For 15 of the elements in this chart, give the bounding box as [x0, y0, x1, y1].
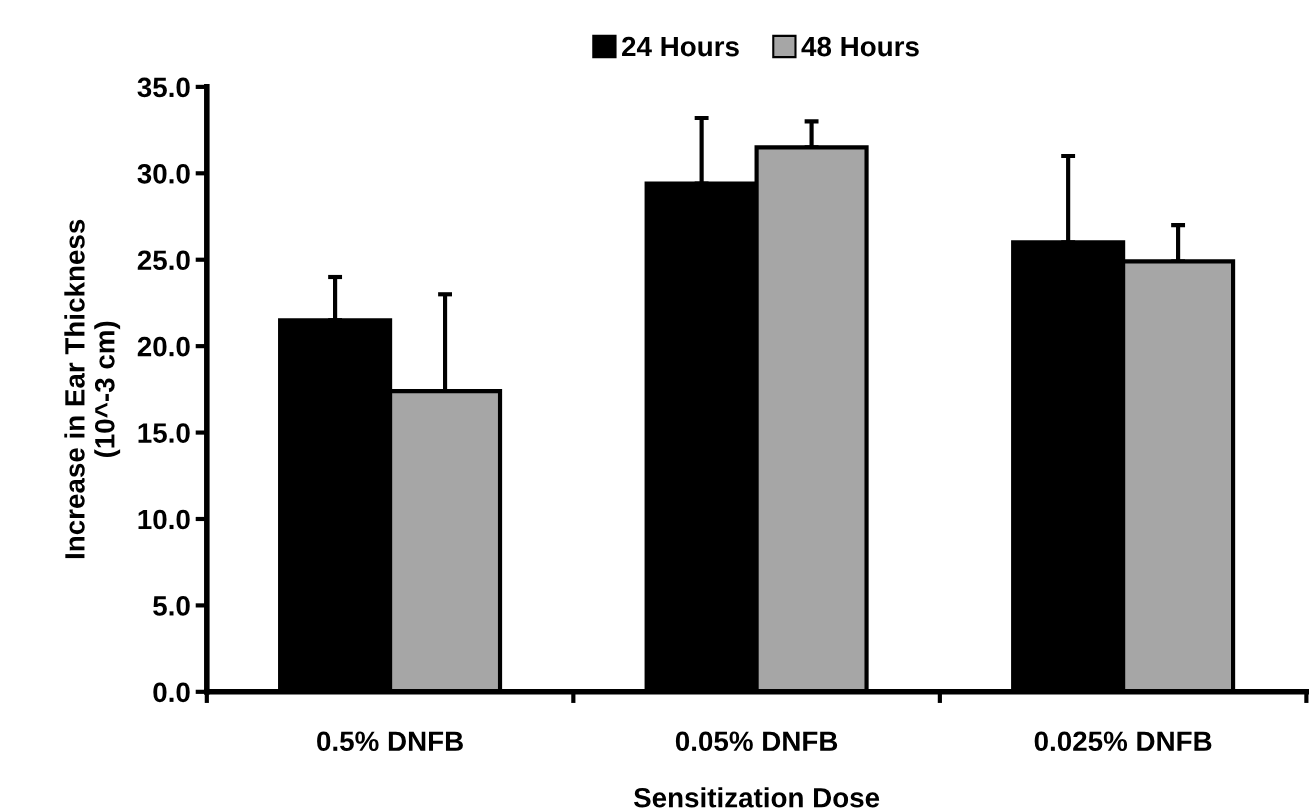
x-tick-label: 0.5% DNFB [317, 731, 463, 752]
y-tick-label: 30.0 [137, 163, 190, 184]
legend-label: 48 Hours [801, 36, 919, 57]
y-tick-label: 35.0 [137, 77, 190, 98]
y-tick-label: 0.0 [153, 682, 190, 703]
legend-label: 24 Hours [622, 36, 739, 57]
y-axis-title: Increase in Ear Thickness (10^-3 cm) [64, 219, 121, 559]
y-tick-label: 5.0 [153, 596, 190, 616]
x-tick-label: 0.05% DNFB [675, 731, 838, 752]
y-tick-label: 10.0 [138, 509, 190, 530]
y-tick-label: 20.0 [137, 336, 190, 357]
x-tick-label: 0.025% DNFB [1034, 731, 1212, 752]
y-tick-label: 15.0 [138, 423, 190, 443]
x-axis-title: Sensitization Dose [633, 787, 880, 808]
y-tick-label: 25.0 [137, 250, 190, 271]
